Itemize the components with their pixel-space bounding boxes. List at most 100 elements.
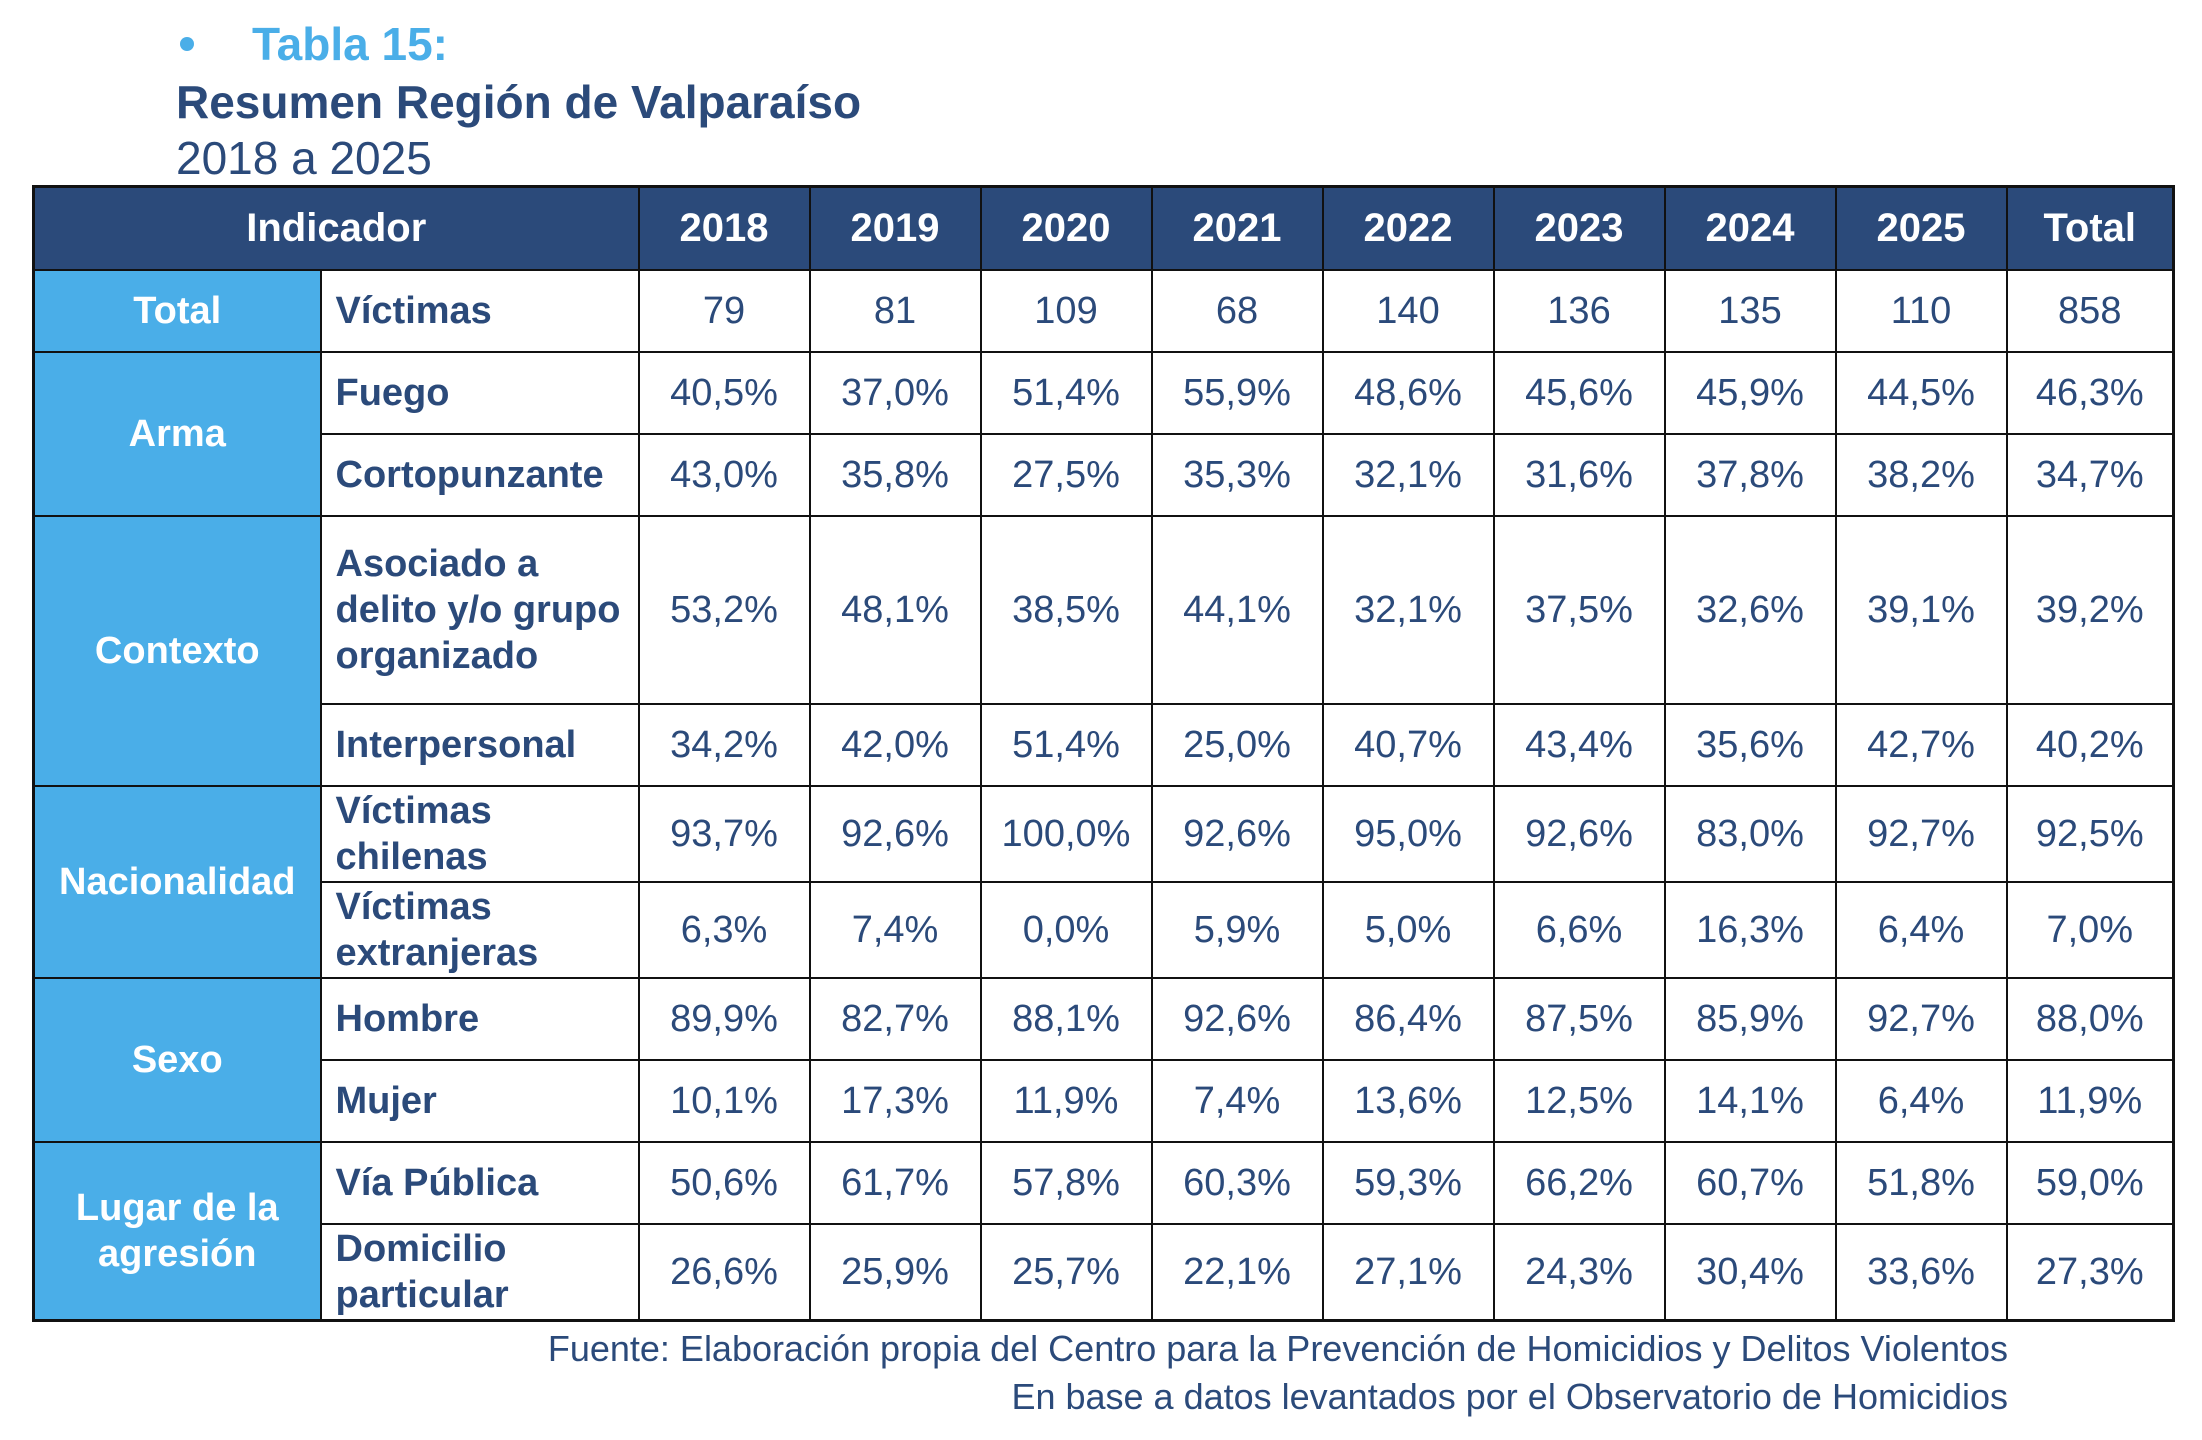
table-heading: Tabla 15: Resumen Región de Valparaíso 2… <box>176 14 861 186</box>
value-cell: 92,6% <box>808 785 982 883</box>
row-label: Cortopunzante <box>319 433 640 517</box>
table-row: Víctimas extranjeras 6,3% 7,4% 0,0% 5,9% 5,0%… <box>34 881 2175 979</box>
summary-table: Indicador 2018 2019 2020 2021 2022 2023 … <box>32 185 2175 1322</box>
table-row: Nacionalidad Víctimas chilenas 93,7% 92,6% 1… <box>32 785 2175 979</box>
value-cell: 88,1% <box>979 977 1153 1061</box>
value-cell: 89,9% <box>637 977 811 1061</box>
value-cell: 25,0% <box>1150 703 1324 787</box>
row-label: Víctimas extranjeras <box>319 881 640 979</box>
total-cell: 858 <box>2005 269 2175 353</box>
value-cell: 5,0% <box>1321 881 1495 979</box>
value-cell: 51,8% <box>1834 1141 2008 1225</box>
value-cell: 37,8% <box>1663 433 1837 517</box>
value-cell: 135 <box>1663 269 1837 353</box>
value-cell: 38,2% <box>1834 433 2008 517</box>
value-cell: 35,8% <box>808 433 982 517</box>
table-number-line: Tabla 15: <box>176 14 861 74</box>
value-cell: 43,4% <box>1492 703 1666 787</box>
value-cell: 7,4% <box>1150 1059 1324 1143</box>
total-cell: 92,5% <box>2005 785 2175 883</box>
value-cell: 10,1% <box>637 1059 811 1143</box>
group-label: Total <box>32 269 322 353</box>
row-label: Vía Pública <box>319 1141 640 1225</box>
header-year: 2019 <box>808 185 982 271</box>
value-cell: 45,6% <box>1492 351 1666 435</box>
value-cell: 27,1% <box>1321 1223 1495 1322</box>
source-line-1: Fuente: Elaboración propia del Centro pa… <box>547 1328 2008 1369</box>
value-cell: 34,2% <box>637 703 811 787</box>
row-label: Asociado a delito y/o grupo organizado <box>319 515 640 705</box>
value-cell: 48,1% <box>808 515 982 705</box>
table-row: Arma Fuego 40,5% 37,0% 51,4% 55,9% 48,6% 45,6% 4… <box>32 351 2175 517</box>
value-cell: 92,7% <box>1834 977 2008 1061</box>
value-cell: 37,0% <box>808 351 982 435</box>
value-cell: 79 <box>637 269 811 353</box>
value-cell: 53,2% <box>637 515 811 705</box>
row-label: Fuego <box>319 351 640 435</box>
table-number: Tabla 15: <box>252 18 448 70</box>
value-cell: 55,9% <box>1150 351 1324 435</box>
row-label: Domicilio particular <box>319 1223 640 1322</box>
table-title: Resumen Región de Valparaíso <box>176 76 862 128</box>
value-cell: 45,9% <box>1663 351 1837 435</box>
row-label: Mujer <box>319 1059 640 1143</box>
table-subtitle: 2018 a 2025 <box>176 132 432 184</box>
value-cell: 92,6% <box>1150 977 1324 1061</box>
group-label: Contexto <box>32 515 322 787</box>
value-cell: 81 <box>808 269 982 353</box>
header-year: 2021 <box>1150 185 1324 271</box>
table-row: Lugar de la agresión Vía Pública 50,6% 61,7… <box>32 1141 2175 1322</box>
value-cell: 92,6% <box>1492 785 1666 883</box>
value-cell: 85,9% <box>1663 977 1837 1061</box>
value-cell: 5,9% <box>1150 881 1324 979</box>
table-row: Total Víctimas 79 81 109 68 140 136 135 110 858 <box>32 269 2175 353</box>
value-cell: 25,7% <box>979 1223 1153 1322</box>
value-cell: 38,5% <box>979 515 1153 705</box>
value-cell: 37,5% <box>1492 515 1666 705</box>
value-cell: 43,0% <box>637 433 811 517</box>
value-cell: 25,9% <box>808 1223 982 1322</box>
header-indicador: Indicador <box>32 185 640 271</box>
group-label: Lugar de la agresión <box>32 1141 322 1322</box>
value-cell: 48,6% <box>1321 351 1495 435</box>
value-cell: 40,7% <box>1321 703 1495 787</box>
value-cell: 24,3% <box>1492 1223 1666 1322</box>
header-year: 2022 <box>1321 185 1495 271</box>
value-cell: 82,7% <box>808 977 982 1061</box>
row-label: Interpersonal <box>319 703 640 787</box>
value-cell: 27,5% <box>979 433 1153 517</box>
source-note: Fuente: Elaboración propia del Centro pa… <box>548 1325 2008 1421</box>
total-cell: 88,0% <box>2005 977 2175 1061</box>
value-cell: 93,7% <box>637 785 811 883</box>
value-cell: 31,6% <box>1492 433 1666 517</box>
value-cell: 100,0% <box>979 785 1153 883</box>
value-cell: 95,0% <box>1321 785 1495 883</box>
value-cell: 0,0% <box>979 881 1153 979</box>
value-cell: 51,4% <box>979 351 1153 435</box>
table-row: Contexto Asociado a delito y/o grupo orga… <box>32 515 2175 787</box>
value-cell: 110 <box>1834 269 2008 353</box>
value-cell: 22,1% <box>1150 1223 1324 1322</box>
value-cell: 32,1% <box>1321 515 1495 705</box>
table-row: Interpersonal 34,2% 42,0% 51,4% 25,0% 40,7% 43… <box>34 703 2175 787</box>
value-cell: 60,3% <box>1150 1141 1324 1225</box>
value-cell: 92,7% <box>1834 785 2008 883</box>
total-cell: 34,7% <box>2005 433 2175 517</box>
value-cell: 30,4% <box>1663 1223 1837 1322</box>
value-cell: 40,5% <box>637 351 811 435</box>
header-row: Indicador 2018 2019 2020 2021 2022 2023 … <box>32 185 2175 271</box>
total-cell: 39,2% <box>2005 515 2175 705</box>
group-label: Nacionalidad <box>32 785 322 979</box>
value-cell: 140 <box>1321 269 1495 353</box>
header-year: 2018 <box>637 185 811 271</box>
value-cell: 39,1% <box>1834 515 2008 705</box>
value-cell: 17,3% <box>808 1059 982 1143</box>
value-cell: 42,0% <box>808 703 982 787</box>
group-label: Sexo <box>32 977 322 1143</box>
value-cell: 7,4% <box>808 881 982 979</box>
value-cell: 57,8% <box>979 1141 1153 1225</box>
header-year: 2020 <box>979 185 1153 271</box>
group-label: Arma <box>32 351 322 517</box>
row-label: Víctimas <box>319 269 640 353</box>
value-cell: 6,4% <box>1834 881 2008 979</box>
